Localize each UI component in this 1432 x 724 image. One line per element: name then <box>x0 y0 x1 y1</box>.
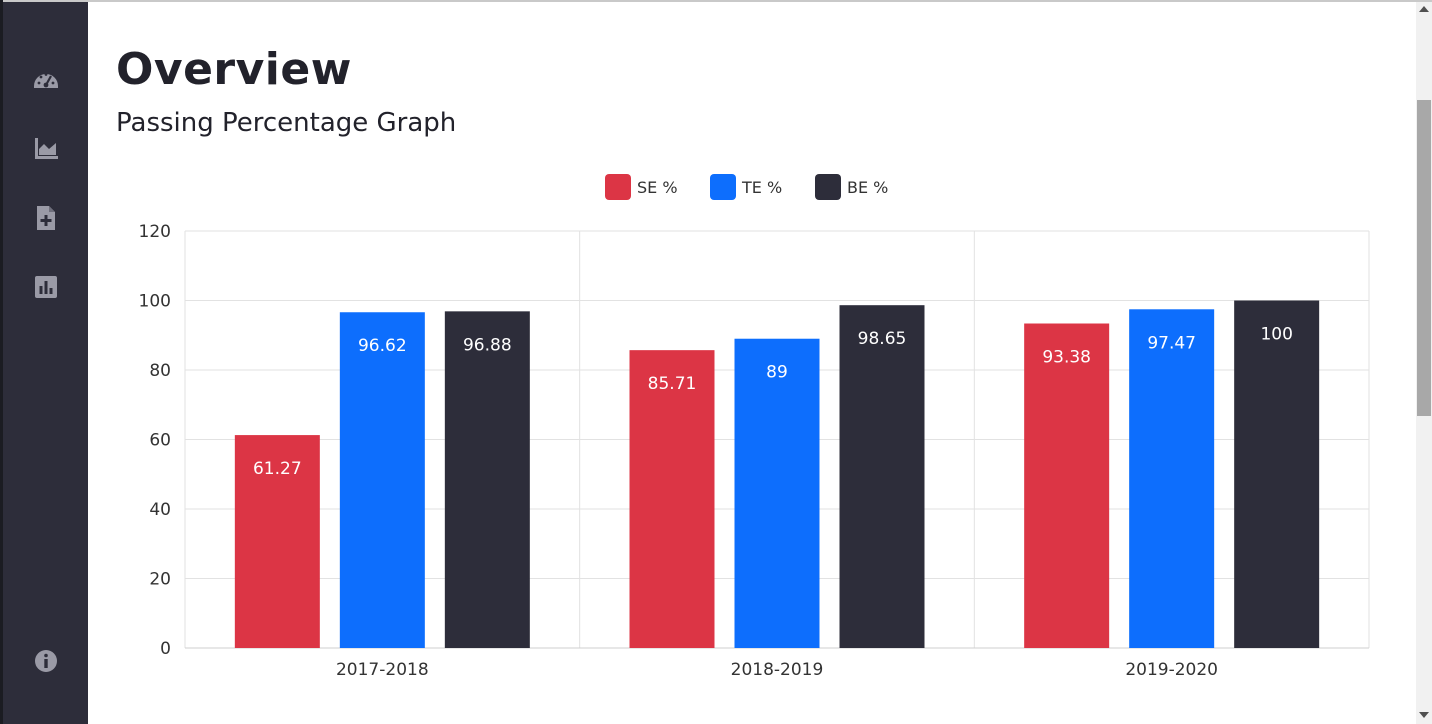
bar-be <box>1234 300 1320 648</box>
bar-value-label: 85.71 <box>648 374 697 394</box>
bar-value-label: 96.88 <box>463 335 512 355</box>
y-tick-label: 100 <box>139 292 171 312</box>
bar-te <box>1129 309 1215 648</box>
dashboard-gauge-icon-graphic <box>34 73 58 88</box>
page-title: Overview <box>116 44 352 95</box>
file-add-icon[interactable] <box>31 203 61 233</box>
y-tick-label: 20 <box>149 570 171 590</box>
bar-value-label: 61.27 <box>253 459 302 479</box>
window-left-edge <box>0 0 3 724</box>
area-chart-icon[interactable] <box>31 134 61 164</box>
scroll-up-arrow-icon[interactable] <box>1419 6 1429 12</box>
info-icon[interactable] <box>31 646 61 676</box>
legend-label: SE % <box>637 178 678 197</box>
window-top-border <box>0 0 1432 2</box>
dashboard-gauge-icon[interactable] <box>31 65 61 95</box>
bar-te <box>339 312 425 648</box>
bar-se <box>234 435 320 648</box>
legend-label: TE % <box>741 178 782 197</box>
bar-be <box>839 305 925 648</box>
y-tick-label: 40 <box>149 500 171 520</box>
file-add-icon-graphic <box>37 206 55 230</box>
y-tick-label: 80 <box>149 361 171 381</box>
bar-be <box>444 311 530 648</box>
y-tick-label: 120 <box>139 222 171 242</box>
legend-swatch <box>815 174 841 200</box>
legend-swatch <box>605 174 631 200</box>
legend-label: BE % <box>847 178 888 197</box>
x-tick-label: 2018-2019 <box>731 660 824 680</box>
bar-value-label: 97.47 <box>1147 333 1196 353</box>
scrollbar-thumb[interactable] <box>1417 100 1431 416</box>
area-chart-icon-graphic <box>35 138 58 159</box>
page-subtitle: Passing Percentage Graph <box>116 108 457 138</box>
bar-chart-icon[interactable] <box>31 272 61 302</box>
y-tick-label: 60 <box>149 431 171 451</box>
bar-value-label: 89 <box>766 363 788 383</box>
bar-value-label: 100 <box>1260 325 1292 345</box>
x-tick-label: 2017-2018 <box>336 660 429 680</box>
info-icon-graphic <box>35 650 57 672</box>
x-tick-label: 2019-2020 <box>1125 660 1218 680</box>
legend-swatch <box>710 174 736 200</box>
y-tick-label: 0 <box>160 639 171 659</box>
scroll-down-arrow-icon[interactable] <box>1419 712 1429 718</box>
bar-value-label: 98.65 <box>858 329 907 349</box>
bar-value-label: 93.38 <box>1042 348 1091 368</box>
bar-se <box>629 350 715 648</box>
bar-se <box>1024 323 1110 648</box>
sidebar <box>3 2 88 724</box>
bar-chart-icon-graphic <box>35 276 57 298</box>
bar-te <box>734 338 820 648</box>
bar-value-label: 96.62 <box>358 336 407 356</box>
